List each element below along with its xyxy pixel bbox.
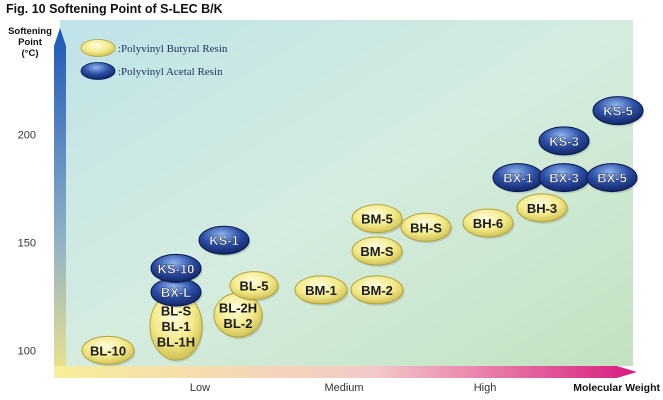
- y-tick-label: 200: [18, 129, 36, 141]
- point-bh-s: BH-S: [400, 212, 453, 244]
- point-marker-bm-1: [294, 275, 348, 305]
- point-label-bl-2h: BL-2H: [219, 300, 257, 315]
- point-label-bx-5: BX-5: [597, 171, 627, 186]
- acetal-legend-swatch: [80, 62, 116, 80]
- point-label-ks-1: KS-1: [209, 233, 239, 248]
- point-label-bh-6: BH-6: [473, 216, 503, 231]
- point-marker-ks-5: [592, 96, 644, 126]
- x-axis-bar: [54, 366, 637, 378]
- point-label-ks-10: KS-10: [158, 261, 195, 276]
- point-label-bh-s: BH-S: [410, 220, 442, 235]
- point-marker-bl-10: [81, 335, 135, 365]
- point-marker-bm-s: [351, 236, 403, 266]
- point-label-bm-2: BM-2: [361, 283, 393, 298]
- y-axis-title-line: Point: [18, 37, 43, 48]
- point-bm-5: BM-5: [351, 204, 404, 235]
- point-label-ks-3: KS-3: [549, 134, 579, 149]
- point-marker-ks-1: [198, 225, 250, 255]
- y-tick-label: 100: [18, 345, 36, 357]
- point-marker-ks-10: [150, 253, 202, 283]
- point-bx-1: BX-1: [492, 163, 545, 194]
- point-label-bl-1: BL-1: [162, 319, 191, 334]
- point-bl-5: BL-5: [229, 271, 280, 302]
- point-marker-bh-6: [462, 208, 514, 238]
- point-bx-5: BX-5: [586, 163, 639, 194]
- point-label-bx-l: BX-L: [161, 285, 191, 300]
- point-bm-2: BM-2: [350, 275, 405, 306]
- point-ks-3: KS-3: [538, 126, 591, 157]
- point-label-bm-s: BM-S: [360, 244, 394, 259]
- point-bh-6: BH-6: [462, 208, 515, 239]
- point-bm-s: BM-S: [351, 236, 404, 268]
- y-axis-title-line: Softening: [8, 26, 52, 37]
- point-marker-bh-3: [516, 193, 568, 223]
- x-tick-label: Low: [190, 382, 210, 394]
- point-label-bm-5: BM-5: [361, 212, 393, 227]
- point-bh-3: BH-3: [516, 193, 569, 224]
- x-tick-label: Medium: [324, 382, 363, 394]
- point-label-bl-10: BL-10: [90, 343, 126, 358]
- point-marker-ks-3: [538, 126, 590, 156]
- butyral-legend-swatch: [80, 39, 116, 57]
- point-marker-bm-2: [350, 275, 404, 305]
- y-tick-label: 150: [18, 237, 36, 249]
- point-marker-bm-5: [351, 204, 403, 234]
- point-label-ks-5: KS-5: [603, 104, 633, 119]
- point-label-bh-3: BH-3: [527, 201, 557, 216]
- point-bl-10: BL-10: [81, 335, 136, 367]
- point-marker-bl-5: [229, 271, 279, 301]
- point-label-bl-1h: BL-1H: [157, 335, 195, 350]
- figure-title: Fig. 10 Softening Point of S-LEC B/K: [6, 2, 223, 16]
- point-ks-1: KS-1: [198, 225, 251, 257]
- point-label-bl-5: BL-5: [240, 279, 269, 294]
- point-bm-1: BM-1: [294, 275, 349, 306]
- point-label-bl-s: BL-S: [161, 304, 192, 319]
- x-tick-label: High: [474, 382, 497, 394]
- point-bl-s: BL-SBL-1BL-1H: [149, 291, 204, 363]
- acetal-legend-label: :Polyvinyl Acetal Resin: [118, 66, 223, 78]
- point-ks-5: KS-5: [592, 96, 645, 127]
- point-label-bl-2: BL-2: [224, 316, 253, 331]
- point-label-bx-3: BX-3: [549, 171, 579, 186]
- point-ks-10: KS-10: [150, 253, 203, 285]
- butyral-legend-label: :Polyvinyl Butyral Resin: [118, 43, 228, 55]
- point-label-bx-1: BX-1: [503, 171, 533, 186]
- point-marker-bx-5: [586, 163, 638, 193]
- y-axis-bar: [54, 28, 66, 378]
- point-label-bm-1: BM-1: [305, 283, 337, 298]
- y-axis-title-line: (°C): [22, 48, 39, 59]
- point-bx-3: BX-3: [538, 163, 591, 194]
- x-axis-title: Molecular Weight: [573, 382, 660, 394]
- point-marker-bh-s: [400, 212, 452, 242]
